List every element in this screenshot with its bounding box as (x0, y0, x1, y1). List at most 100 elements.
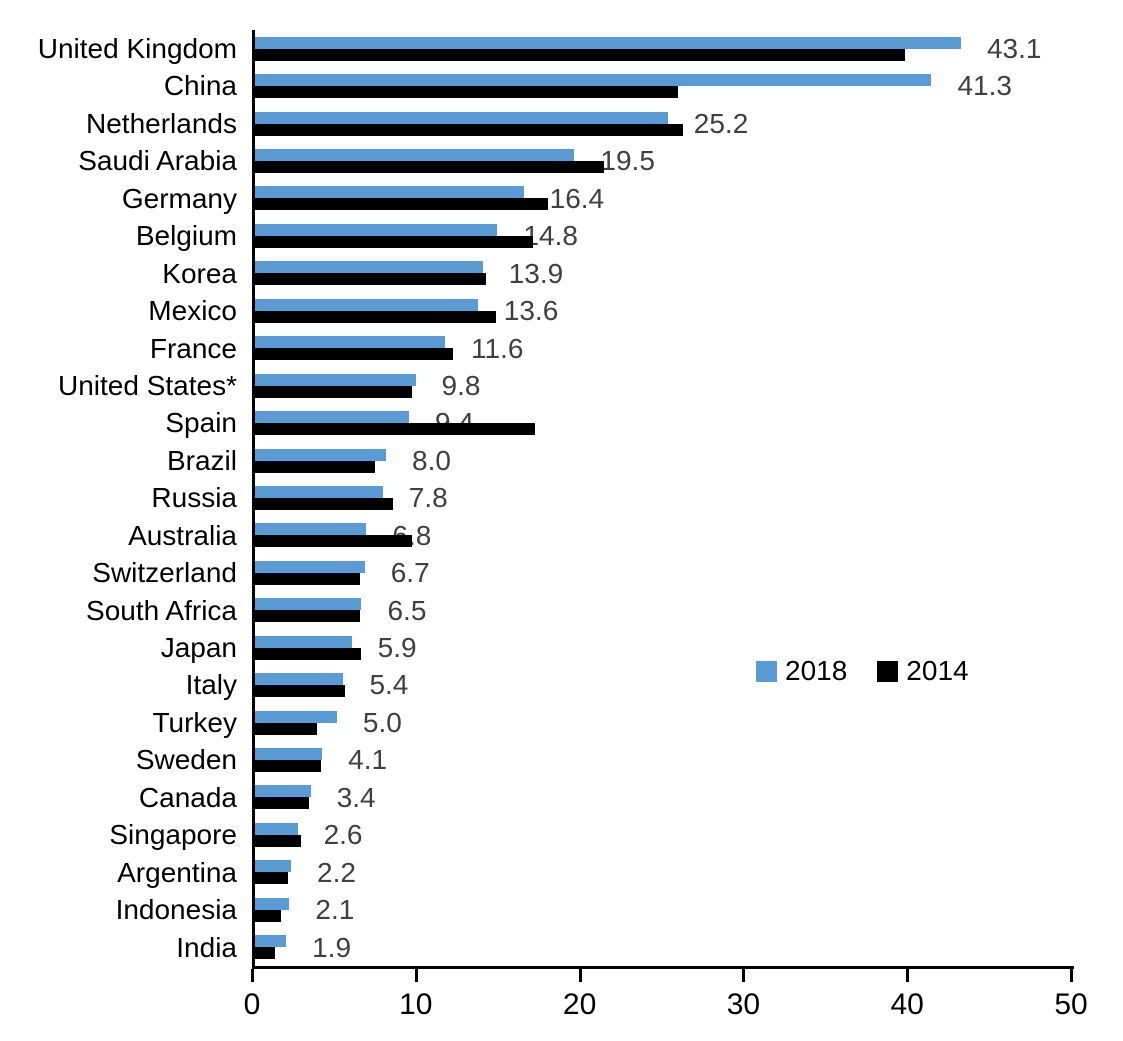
bar-2018 (255, 223, 498, 236)
category-label: China (163, 70, 237, 102)
chart-row: 9.8 (255, 367, 1074, 404)
legend-item: 2018 (756, 654, 847, 688)
value-label: 5.4 (369, 669, 409, 701)
chart-row: 13.9 (255, 255, 1074, 292)
bar-2018 (255, 635, 352, 648)
category-label: Saudi Arabia (78, 145, 237, 177)
bar-2014 (255, 86, 678, 99)
legend-swatch-2014 (877, 660, 899, 682)
chart-row: 6.7 (255, 554, 1074, 591)
value-label: 2.1 (315, 894, 355, 926)
bar-2014 (255, 872, 288, 885)
legend: 2018 2014 (756, 654, 969, 688)
bar-2018 (255, 111, 668, 124)
bar-2014 (255, 947, 275, 960)
bar-2018 (255, 74, 932, 87)
chart-row: 41.3 (255, 67, 1074, 104)
category-label: Australia (128, 519, 237, 551)
chart-row: 4.1 (255, 741, 1074, 778)
x-axis-tick (742, 969, 746, 982)
value-label: 3.4 (336, 781, 376, 813)
chart-row: 14.8 (255, 217, 1074, 254)
bar-2018 (255, 860, 292, 873)
value-label: 6.7 (390, 557, 430, 589)
chart-row: 13.6 (255, 292, 1074, 329)
bar-2018 (255, 748, 323, 761)
bar-2018 (255, 897, 290, 910)
bar-2014 (255, 610, 360, 623)
category-label: Indonesia (115, 894, 237, 926)
legend-label: 2018 (785, 655, 848, 686)
chart-row: 9.4 (255, 404, 1074, 441)
bar-2014 (255, 834, 301, 847)
chart-row: 3.4 (255, 779, 1074, 816)
bar-2014 (255, 460, 375, 473)
bar-2014 (255, 497, 393, 510)
category-label: Netherlands (86, 107, 237, 139)
chart-row: 6.8 (255, 517, 1074, 554)
x-axis-tick (906, 969, 910, 982)
bar-2018 (255, 186, 524, 199)
bar-2018 (255, 298, 478, 311)
value-label: 13.6 (503, 295, 559, 327)
bar-2014 (255, 760, 321, 773)
bar-2014 (255, 385, 413, 398)
bar-2014 (255, 48, 906, 61)
bar-2014 (255, 685, 346, 698)
category-label: Japan (160, 632, 237, 664)
bar-2014 (255, 647, 362, 660)
value-label: 41.3 (957, 70, 1012, 102)
chart-row: 5.9 (255, 629, 1074, 666)
bar-2014 (255, 273, 486, 286)
value-label: 6.5 (387, 594, 427, 626)
chart-row: 43.1 (255, 30, 1074, 67)
chart-row: 19.5 (255, 142, 1074, 179)
bar-2018 (255, 785, 311, 798)
value-label: 19.5 (600, 145, 655, 177)
category-label: United States* (58, 369, 237, 401)
x-axis-tick (251, 969, 254, 982)
value-label: 25.2 (693, 107, 749, 139)
bar-2014 (255, 423, 536, 436)
category-label: Argentina (117, 856, 237, 888)
category-label: Canada (138, 781, 237, 813)
category-label: Sweden (135, 744, 237, 776)
chart-row: 11.6 (255, 330, 1074, 367)
bar-2018 (255, 149, 575, 161)
bar-2018 (255, 261, 483, 274)
value-label: 5.0 (362, 706, 402, 738)
bar-2018 (255, 523, 367, 536)
chart-row: 7.8 (255, 479, 1074, 516)
x-axis-tick (1070, 969, 1073, 982)
chart-row: 6.5 (255, 592, 1074, 629)
x-axis-tick-label: 10 (399, 988, 433, 1021)
x-axis-tick-label: 20 (562, 988, 597, 1021)
bar-2014 (255, 198, 549, 211)
legend-label: 2014 (906, 655, 969, 686)
category-label: Mexico (148, 295, 237, 327)
value-label: 11.6 (471, 332, 524, 364)
chart-row: 8.0 (255, 442, 1074, 479)
legend-swatch-2018 (756, 660, 777, 682)
chart-row: 2.6 (255, 816, 1074, 853)
chart-row: 2.2 (255, 854, 1074, 891)
category-label: Germany (121, 182, 237, 214)
category-label: Turkey (152, 706, 237, 738)
category-axis: United Kingdom China Netherlands Saudi Arab… (0, 30, 243, 966)
category-label: South Africa (86, 594, 237, 626)
category-label: Russia (151, 482, 237, 514)
category-label: Spain (165, 407, 237, 439)
x-axis-tick-label: 30 (726, 988, 761, 1021)
bar-2014 (255, 722, 318, 735)
bar-2018 (255, 710, 337, 723)
value-label: 9.8 (441, 369, 481, 401)
value-label: 2.2 (317, 856, 356, 888)
value-label: 4.1 (348, 744, 388, 776)
legend-item: 2014 (877, 654, 969, 688)
value-label: 7.8 (408, 482, 448, 514)
category-label: Belgium (135, 220, 237, 252)
value-label: 43.1 (986, 33, 1042, 64)
value-label: 16.4 (549, 182, 605, 214)
x-axis-tick-label: 50 (1054, 988, 1088, 1021)
